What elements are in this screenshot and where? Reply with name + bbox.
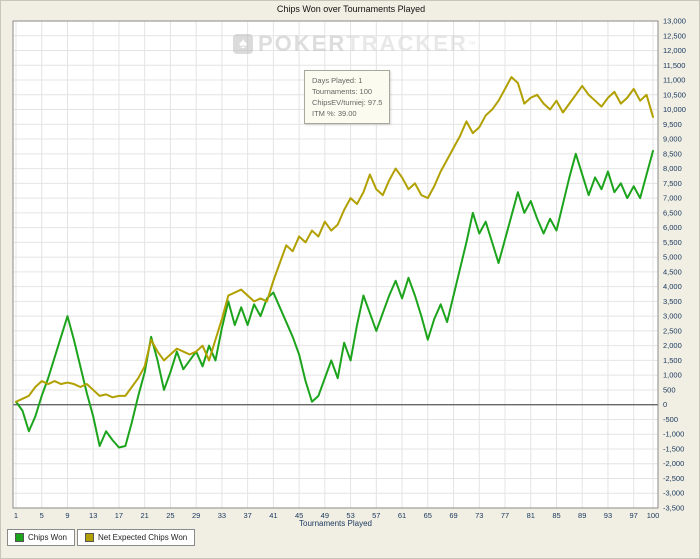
- x-tick-label: 73: [475, 511, 483, 520]
- x-tick-label: 57: [372, 511, 380, 520]
- y-tick-label: 0: [663, 400, 667, 409]
- x-tick-label: 33: [218, 511, 226, 520]
- y-tick-label: 12,000: [663, 46, 686, 55]
- stats-tooltip: Days Played: 1 Tournaments: 100 ChipsEV/…: [304, 70, 391, 124]
- y-tick-label: 11,500: [663, 61, 685, 70]
- x-tick-label: 1: [14, 511, 18, 520]
- y-tick-label: 8,500: [663, 149, 682, 158]
- plot-border: [12, 20, 659, 509]
- x-tick-label: 45: [295, 511, 303, 520]
- y-tick-label: 7,500: [663, 179, 682, 188]
- y-tick-label: -1,000: [663, 430, 684, 439]
- x-tick-label: 17: [115, 511, 123, 520]
- y-tick-label: 3,500: [663, 297, 682, 306]
- y-tick-label: 8,000: [663, 164, 682, 173]
- legend-swatch-chips-won: [15, 533, 24, 542]
- x-tick-label: 41: [269, 511, 277, 520]
- y-tick-label: 11,000: [663, 76, 685, 85]
- y-tick-label: 4,500: [663, 267, 682, 276]
- y-tick-label: 5,500: [663, 238, 682, 247]
- y-tick-label: 9,500: [663, 120, 682, 129]
- series-line-0: [15, 149, 654, 449]
- x-tick-label: 9: [65, 511, 69, 520]
- x-tick-label: 37: [243, 511, 251, 520]
- y-tick-label: 4,000: [663, 282, 682, 291]
- x-tick-label: 69: [449, 511, 457, 520]
- y-tick-label: -2,000: [663, 459, 684, 468]
- legend-item-chips-won[interactable]: Chips Won: [7, 529, 75, 546]
- y-tick-label: -3,500: [663, 504, 684, 513]
- y-tick-label: 1,500: [663, 356, 682, 365]
- x-tick-label: 100: [647, 511, 660, 520]
- y-tick-label: -3,000: [663, 489, 684, 498]
- x-tick-label: 5: [40, 511, 44, 520]
- legend-label-net-expected: Net Expected Chips Won: [97, 533, 188, 542]
- y-tick-label: 6,000: [663, 223, 682, 232]
- x-tick-label: 77: [501, 511, 509, 520]
- series-line-1: [15, 76, 654, 403]
- y-tick-label: 1,000: [663, 371, 682, 380]
- legend: Chips Won Net Expected Chips Won: [7, 529, 196, 546]
- legend-item-net-expected[interactable]: Net Expected Chips Won: [76, 529, 196, 546]
- y-tick-label: 5,000: [663, 253, 682, 262]
- x-tick-label: 89: [578, 511, 586, 520]
- x-tick-label: 93: [604, 511, 612, 520]
- x-tick-label: 29: [192, 511, 200, 520]
- x-tick-label: 81: [527, 511, 535, 520]
- legend-label-chips-won: Chips Won: [28, 533, 67, 542]
- x-tick-label: 13: [89, 511, 97, 520]
- x-tick-label: 25: [166, 511, 174, 520]
- x-tick-label: 21: [141, 511, 149, 520]
- y-tick-label: 13,000: [663, 17, 686, 26]
- tooltip-line-tournaments: Tournaments: 100: [312, 87, 373, 96]
- y-tick-label: 3,000: [663, 312, 682, 321]
- y-tick-label: 10,500: [663, 90, 686, 99]
- x-tick-label: 49: [321, 511, 329, 520]
- y-tick-label: 7,000: [663, 194, 682, 203]
- legend-swatch-net-expected: [84, 533, 94, 542]
- y-tick-label: -2,500: [663, 474, 684, 483]
- page-title: Chips Won over Tournaments Played: [276, 4, 426, 14]
- y-tick-label: 2,500: [663, 326, 682, 335]
- y-tick-label: 12,500: [663, 31, 686, 40]
- x-tick-label: 61: [398, 511, 406, 520]
- tooltip-line-itm: ITM %: 39.00: [312, 109, 357, 118]
- x-tick-label: 97: [630, 511, 638, 520]
- y-tick-label: 10,000: [663, 105, 686, 114]
- y-tick-label: 2,000: [663, 341, 682, 350]
- y-tick-label: 9,000: [663, 135, 682, 144]
- tooltip-line-days: Days Played: 1: [312, 76, 363, 85]
- y-tick-label: 6,500: [663, 208, 682, 217]
- tooltip-line-chipsev: ChipsEV/turniej: 97.5: [312, 98, 383, 107]
- y-tick-label: -500: [663, 415, 678, 424]
- y-tick-label: -1,500: [663, 444, 684, 453]
- x-tick-label: 53: [346, 511, 354, 520]
- y-tick-label: 500: [663, 385, 676, 394]
- x-tick-label: 85: [552, 511, 560, 520]
- x-axis-title: Tournaments Played: [299, 519, 372, 528]
- x-tick-label: 65: [424, 511, 432, 520]
